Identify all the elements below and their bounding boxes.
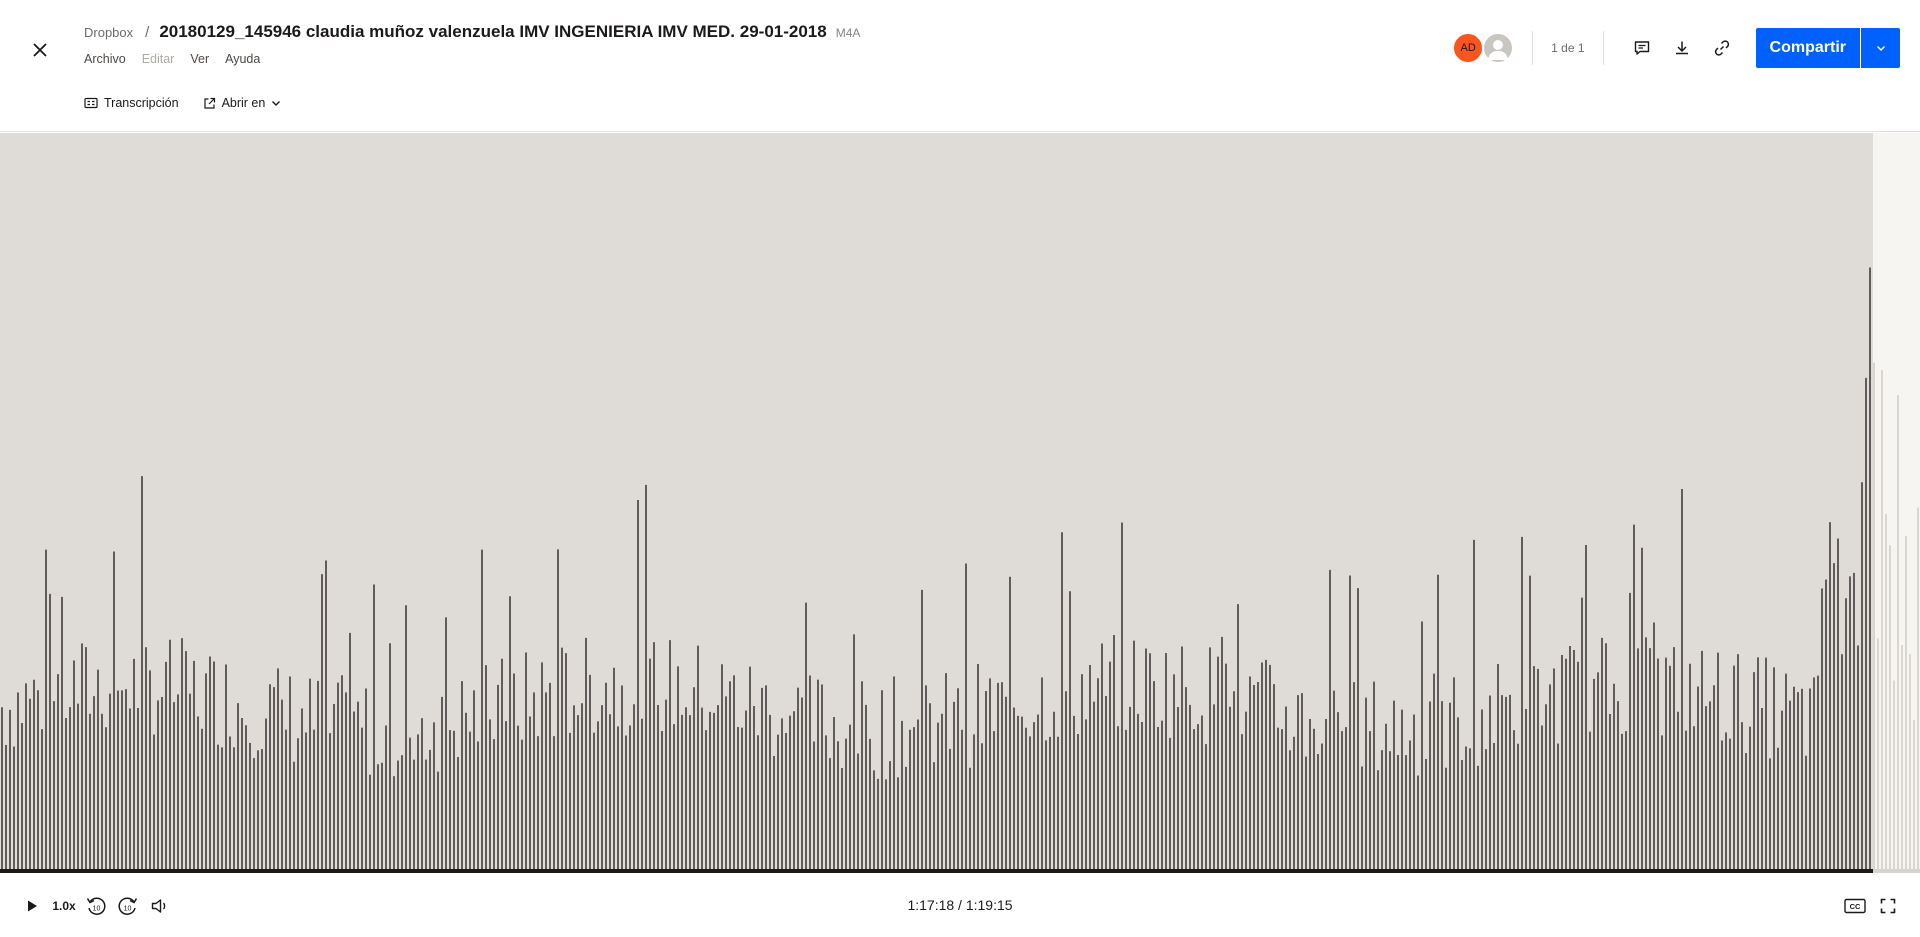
divider: [1532, 31, 1534, 65]
breadcrumb-separator: /: [145, 24, 150, 41]
file-toolbar: Transcripción Abrir en: [84, 96, 311, 110]
rewind-10-label: 10: [93, 906, 101, 913]
menu-bar: Archivo Editar Ver Ayuda: [84, 52, 276, 66]
close-icon: [33, 43, 47, 57]
share-options-button[interactable]: [1860, 28, 1900, 68]
fullscreen-button[interactable]: [1874, 892, 1902, 920]
captions-label: CC: [1850, 902, 1861, 911]
chevron-down-icon: [1876, 45, 1885, 52]
play-icon: [28, 900, 37, 912]
file-title: 20180129_145946 claudia muñoz valenzuela…: [159, 22, 827, 41]
menu-ver[interactable]: Ver: [190, 52, 210, 66]
chevron-down-icon: [272, 101, 281, 106]
file-extension: M4A: [835, 26, 861, 40]
progress-fill: [0, 869, 1873, 873]
page-count: 1 de 1: [1551, 41, 1585, 55]
open-in-label: Abrir en: [221, 96, 266, 110]
share-button-group: Compartir: [1755, 28, 1900, 68]
breadcrumb: Dropbox / 20180129_145946 claudia muñoz …: [84, 22, 860, 42]
transcript-label: Transcripción: [104, 96, 179, 110]
avatar[interactable]: AD: [1452, 32, 1485, 64]
anonymous-avatar[interactable]: [1482, 32, 1515, 64]
comment-button[interactable]: [1622, 28, 1662, 68]
forward-10-label: 10: [124, 906, 132, 913]
playback-speed: 1.0x: [52, 899, 76, 913]
divider: [1602, 31, 1604, 65]
player-controls: 1.0x 10 10 1:17:18 / 1:19:15 CC: [0, 874, 1920, 937]
fullscreen-icon: [1880, 898, 1896, 914]
menu-ayuda[interactable]: Ayuda: [225, 52, 261, 66]
user-icon: [1488, 40, 1509, 60]
forward-10-icon: 10: [118, 897, 138, 915]
playback-speed-button[interactable]: 1.0x: [48, 892, 80, 920]
viewer-header: Dropbox / 20180129_145946 claudia muñoz …: [0, 0, 1920, 132]
close-button[interactable]: [24, 34, 56, 66]
volume-button[interactable]: [146, 892, 174, 920]
captions-button[interactable]: CC: [1840, 892, 1870, 920]
open-in-button[interactable]: Abrir en: [203, 96, 288, 110]
waveform-bars: [1, 267, 1919, 869]
time-display: 1:17:18 / 1:19:15: [907, 897, 1013, 913]
captions-icon: CC: [1844, 898, 1866, 914]
download-icon: [1675, 41, 1688, 55]
download-button[interactable]: [1662, 28, 1702, 68]
copy-link-button[interactable]: [1702, 28, 1742, 68]
breadcrumb-root-link[interactable]: Dropbox: [84, 25, 134, 40]
comment-icon: [1634, 41, 1649, 55]
rewind-10-icon: 10: [86, 897, 106, 915]
menu-editar: Editar: [141, 52, 175, 66]
external-link-icon: [203, 97, 215, 109]
rewind-10-button[interactable]: 10: [82, 892, 110, 920]
audio-waveform[interactable]: [0, 133, 1920, 873]
volume-icon: [151, 899, 166, 913]
link-icon: [1714, 40, 1729, 56]
transcript-icon: [84, 97, 98, 109]
progress-bar[interactable]: [0, 869, 1920, 873]
share-button[interactable]: Compartir: [1755, 28, 1860, 68]
avatar-initials: AD: [1460, 42, 1476, 54]
menu-archivo[interactable]: Archivo: [84, 52, 126, 66]
header-actions: AD 1 de 1: [1452, 28, 1900, 68]
play-button[interactable]: [18, 892, 46, 920]
waveform-played-region: [0, 133, 1873, 873]
forward-10-button[interactable]: 10: [114, 892, 142, 920]
transcript-button[interactable]: Transcripción: [84, 96, 179, 110]
